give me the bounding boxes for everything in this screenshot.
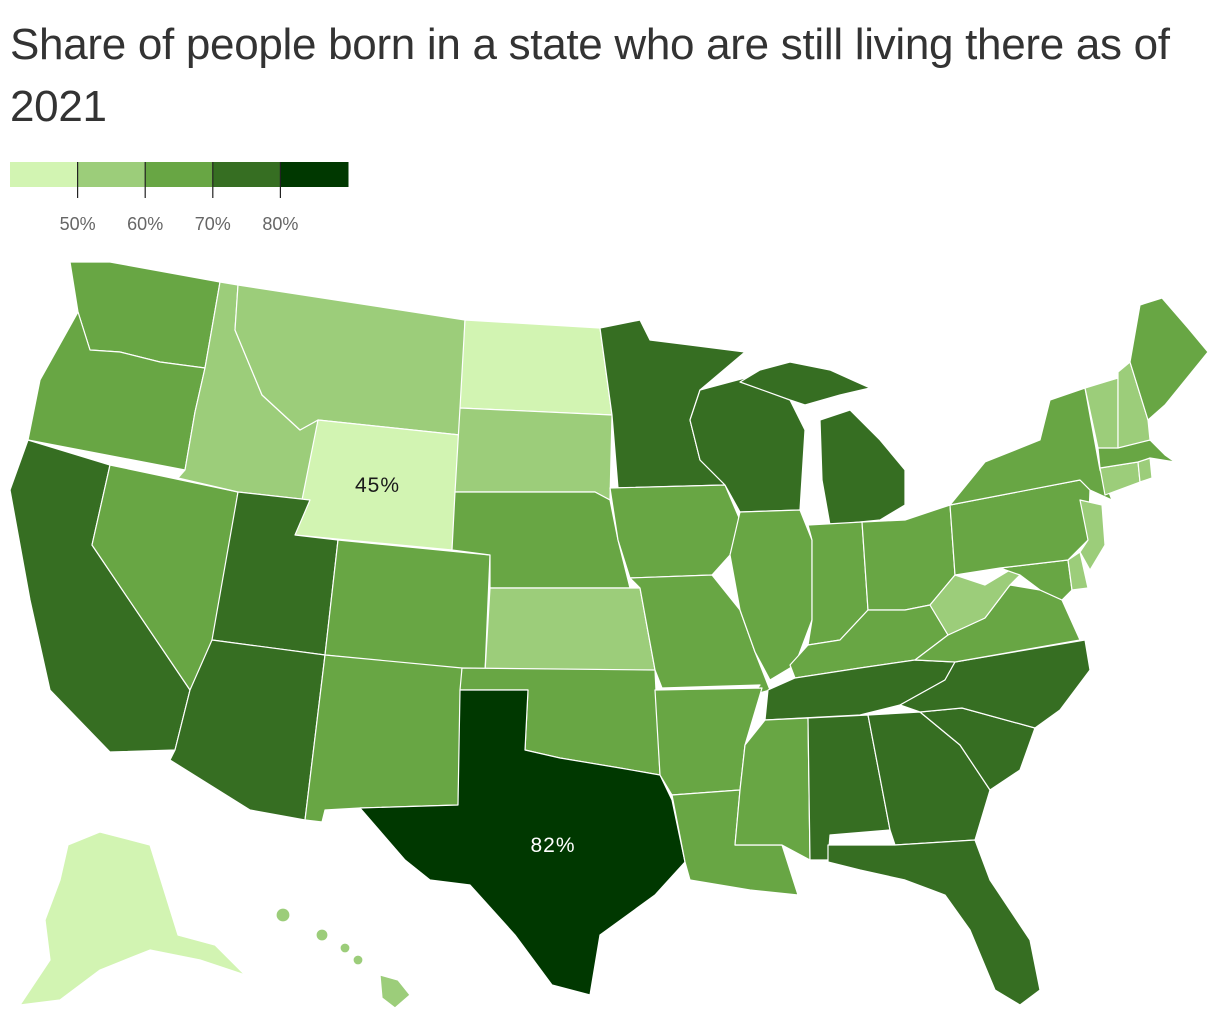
state-FL <box>827 839 1041 1006</box>
state-KS <box>484 587 656 673</box>
color-legend: 50% 60% 70% 80% <box>10 162 349 234</box>
state-NM <box>304 654 463 823</box>
legend-bin-3 <box>212 162 281 187</box>
state-ND <box>459 319 613 416</box>
state-MI <box>819 409 906 526</box>
state-IA <box>609 484 741 579</box>
legend-ticks: 50% 60% 70% 80% <box>60 162 298 234</box>
state-SD <box>454 407 613 501</box>
state-value-labels: 45% 82% <box>355 474 575 857</box>
state-NJ <box>1079 499 1106 571</box>
legend-bin-2 <box>145 162 214 187</box>
legend-tick-label: 80% <box>262 214 298 234</box>
state-HI <box>275 907 411 1009</box>
state-MI-UP <box>739 361 871 406</box>
state-ME <box>1129 297 1209 421</box>
legend-bin-0 <box>10 162 79 187</box>
state-CO <box>324 539 491 673</box>
state-IL <box>729 509 813 681</box>
us-map: 45% 82% <box>9 261 1209 1009</box>
state-WI <box>689 377 806 513</box>
legend-bin-1 <box>77 162 146 187</box>
state-AK <box>19 831 246 1006</box>
chart-title: Share of people born in a state who are … <box>10 20 1170 131</box>
state-TX <box>359 689 686 996</box>
state-NC <box>899 639 1091 729</box>
state-value-label-TX: 82% <box>530 834 575 857</box>
state-value-label-WY: 45% <box>355 474 400 497</box>
legend-tick-label: 70% <box>195 214 231 234</box>
state-NH <box>1117 361 1151 449</box>
state-DE <box>1067 551 1089 591</box>
legend-bins <box>10 162 349 187</box>
legend-tick-label: 50% <box>60 214 96 234</box>
state-NY <box>949 387 1113 506</box>
legend-bin-4 <box>280 162 349 187</box>
legend-tick-label: 60% <box>127 214 163 234</box>
